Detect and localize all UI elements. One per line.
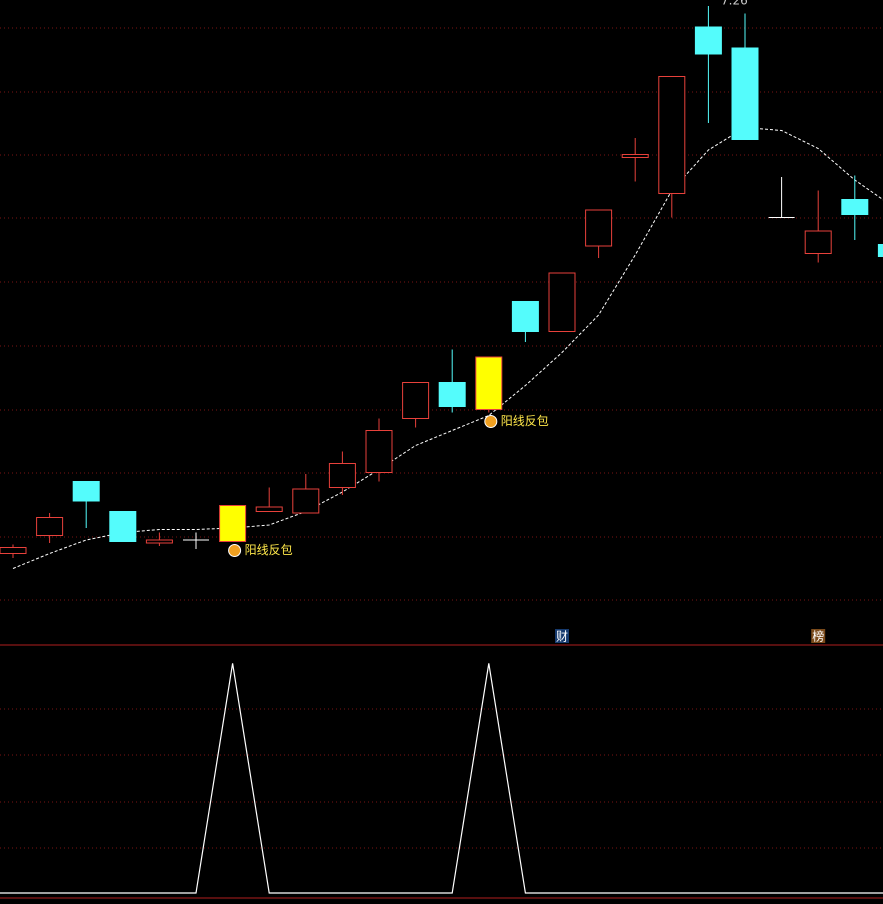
event-label: 财	[556, 630, 568, 644]
candle-body	[621, 154, 649, 158]
candle-body	[72, 481, 100, 502]
max-label: 7.26	[721, 0, 748, 8]
candle-body	[0, 547, 27, 554]
candle-body	[475, 356, 503, 410]
candle-body	[402, 382, 430, 419]
candle-body	[438, 382, 466, 407]
candle-body	[804, 230, 832, 254]
event-badge	[811, 629, 826, 643]
candle-body	[841, 199, 869, 215]
ma-line	[12, 126, 883, 569]
candle-body	[365, 430, 393, 473]
indicator-line	[0, 663, 883, 894]
candle-body	[585, 209, 613, 247]
event-label: 榜	[812, 629, 824, 644]
candle-body	[731, 47, 759, 140]
candle-body	[658, 76, 686, 194]
candle-body	[877, 244, 883, 257]
candle-body	[548, 272, 576, 332]
candle-body	[292, 488, 320, 514]
candle-body	[511, 301, 539, 332]
candle-body	[109, 511, 137, 542]
candle-body	[328, 463, 356, 488]
candle-body	[255, 506, 283, 512]
candle-body	[694, 26, 722, 55]
candle-body	[145, 539, 173, 544]
event-badge	[555, 629, 569, 643]
signal-icon	[228, 544, 242, 557]
candle-body	[36, 517, 64, 536]
candle-body	[219, 505, 247, 542]
signal-label: 阳线反包	[501, 414, 549, 428]
signal-icon	[484, 415, 498, 428]
signal-label: 阳线反包	[245, 543, 293, 557]
